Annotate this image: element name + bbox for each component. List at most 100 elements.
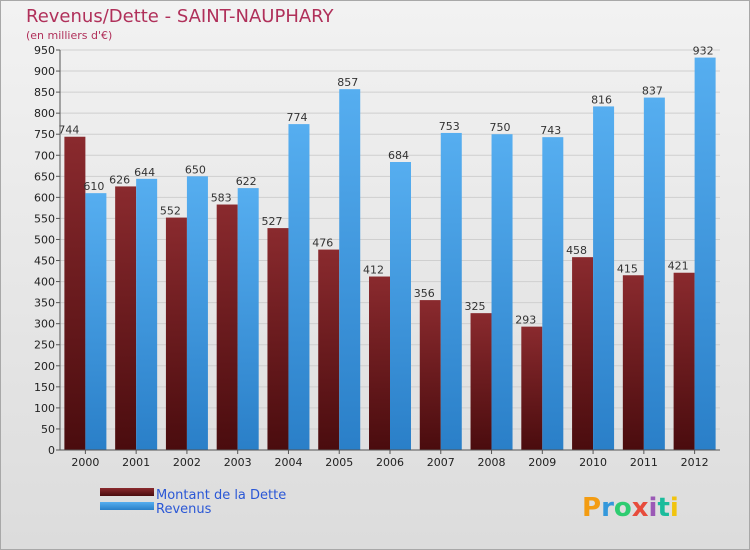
bar-revenus xyxy=(237,188,259,450)
y-tick-label: 50 xyxy=(41,423,55,436)
x-tick-label: 2009 xyxy=(528,456,556,469)
x-tick-label: 2008 xyxy=(478,456,506,469)
bar-revenus xyxy=(136,178,158,450)
data-label: 744 xyxy=(58,124,79,137)
data-label: 816 xyxy=(591,93,612,106)
legend: Montant de la Dette Revenus xyxy=(100,488,286,517)
y-tick-label: 700 xyxy=(34,149,55,162)
y-tick-label: 600 xyxy=(34,191,55,204)
bar-revenus xyxy=(491,134,513,451)
data-label: 552 xyxy=(160,205,181,218)
bar-debt xyxy=(572,257,594,450)
x-axis-ticks: 2000 2001 2002 2003 2004 2005 2006 2007 2008 2009… xyxy=(71,450,709,469)
logo-letter: t xyxy=(657,493,669,523)
legend-swatch-debt xyxy=(100,488,154,496)
data-label: 650 xyxy=(185,163,206,176)
bar-revenus xyxy=(288,124,310,451)
proxiti-logo: Proxiti xyxy=(582,493,679,523)
data-label: 626 xyxy=(109,173,130,186)
bar-revenus xyxy=(186,176,208,450)
bar-debt xyxy=(318,249,340,450)
y-tick-label: 350 xyxy=(34,297,55,310)
bars-group xyxy=(64,57,716,451)
legend-swatch-revenus xyxy=(100,502,154,510)
x-tick-label: 2004 xyxy=(274,456,302,469)
x-tick-label: 2007 xyxy=(427,456,455,469)
data-label: 857 xyxy=(337,76,358,89)
y-tick-label: 450 xyxy=(34,255,55,268)
data-label: 527 xyxy=(261,215,282,228)
data-label: 644 xyxy=(134,166,155,179)
x-tick-label: 2000 xyxy=(71,456,99,469)
bar-debt xyxy=(115,186,137,450)
logo-letter: r xyxy=(601,493,614,523)
data-label: 750 xyxy=(490,121,511,134)
x-tick-label: 2003 xyxy=(224,456,252,469)
y-tick-label: 500 xyxy=(34,233,55,246)
y-tick-label: 850 xyxy=(34,86,55,99)
data-label: 356 xyxy=(414,287,435,300)
bar-revenus xyxy=(542,137,564,450)
legend-label-debt: Montant de la Dette xyxy=(156,488,286,503)
x-tick-label: 2005 xyxy=(325,456,353,469)
y-axis-ticks: 0 50 100 150 200 250 300 350 400 450 500 550 600 650 7… xyxy=(34,44,60,457)
data-label: 753 xyxy=(439,120,460,133)
y-tick-label: 400 xyxy=(34,276,55,289)
bar-revenus xyxy=(339,89,361,450)
x-tick-label: 2002 xyxy=(173,456,201,469)
bar-debt xyxy=(419,300,441,450)
bar-debt xyxy=(165,217,187,450)
proxiti-wordmark: Proxiti xyxy=(582,493,679,523)
y-tick-label: 250 xyxy=(34,339,55,352)
y-tick-label: 300 xyxy=(34,318,55,331)
x-tick-label: 2010 xyxy=(579,456,607,469)
logo-letter: i xyxy=(670,493,679,523)
y-tick-label: 0 xyxy=(48,444,55,457)
logo-letter: P xyxy=(582,493,601,523)
chart-subtitle: (en milliers d'€) xyxy=(26,29,112,42)
data-label: 415 xyxy=(617,262,638,275)
y-tick-label: 800 xyxy=(34,107,55,120)
bar-revenus xyxy=(390,162,411,450)
y-tick-label: 200 xyxy=(34,360,55,373)
data-label: 684 xyxy=(388,149,409,162)
data-label: 325 xyxy=(465,300,486,313)
bar-debt xyxy=(622,275,644,450)
y-tick-label: 900 xyxy=(34,65,55,78)
bar-revenus xyxy=(85,193,107,450)
data-label: 293 xyxy=(515,314,536,327)
data-label: 932 xyxy=(693,45,714,58)
y-tick-label: 550 xyxy=(34,212,55,225)
bar-revenus xyxy=(694,57,716,450)
data-label: 610 xyxy=(83,180,104,193)
bar-debt xyxy=(216,204,238,450)
logo-letter: i xyxy=(649,493,658,523)
data-label: 412 xyxy=(363,264,384,277)
y-tick-label: 100 xyxy=(34,402,55,415)
bar-revenus xyxy=(643,97,665,450)
bar-debt xyxy=(369,276,390,450)
bar-revenus xyxy=(440,132,462,450)
data-label: 421 xyxy=(668,260,689,273)
data-label: 622 xyxy=(236,175,257,188)
data-label: 458 xyxy=(566,244,587,257)
bar-debt xyxy=(267,228,289,450)
bar-revenus xyxy=(593,106,615,450)
x-tick-label: 2006 xyxy=(376,456,404,469)
chart-title: Revenus/Dette - SAINT-NAUPHARY xyxy=(26,6,335,27)
data-label: 743 xyxy=(540,124,561,137)
x-tick-label: 2012 xyxy=(681,456,709,469)
y-tick-label: 750 xyxy=(34,128,55,141)
data-label: 774 xyxy=(286,111,307,124)
bar-debt xyxy=(470,313,492,450)
bar-debt xyxy=(64,136,86,450)
bar-debt xyxy=(673,272,695,450)
legend-label-revenus: Revenus xyxy=(156,502,212,517)
bar-debt xyxy=(521,326,543,450)
data-label: 583 xyxy=(211,192,232,205)
logo-letter: o xyxy=(614,493,632,523)
data-label: 476 xyxy=(312,237,333,250)
y-tick-label: 650 xyxy=(34,170,55,183)
x-tick-label: 2001 xyxy=(122,456,150,469)
